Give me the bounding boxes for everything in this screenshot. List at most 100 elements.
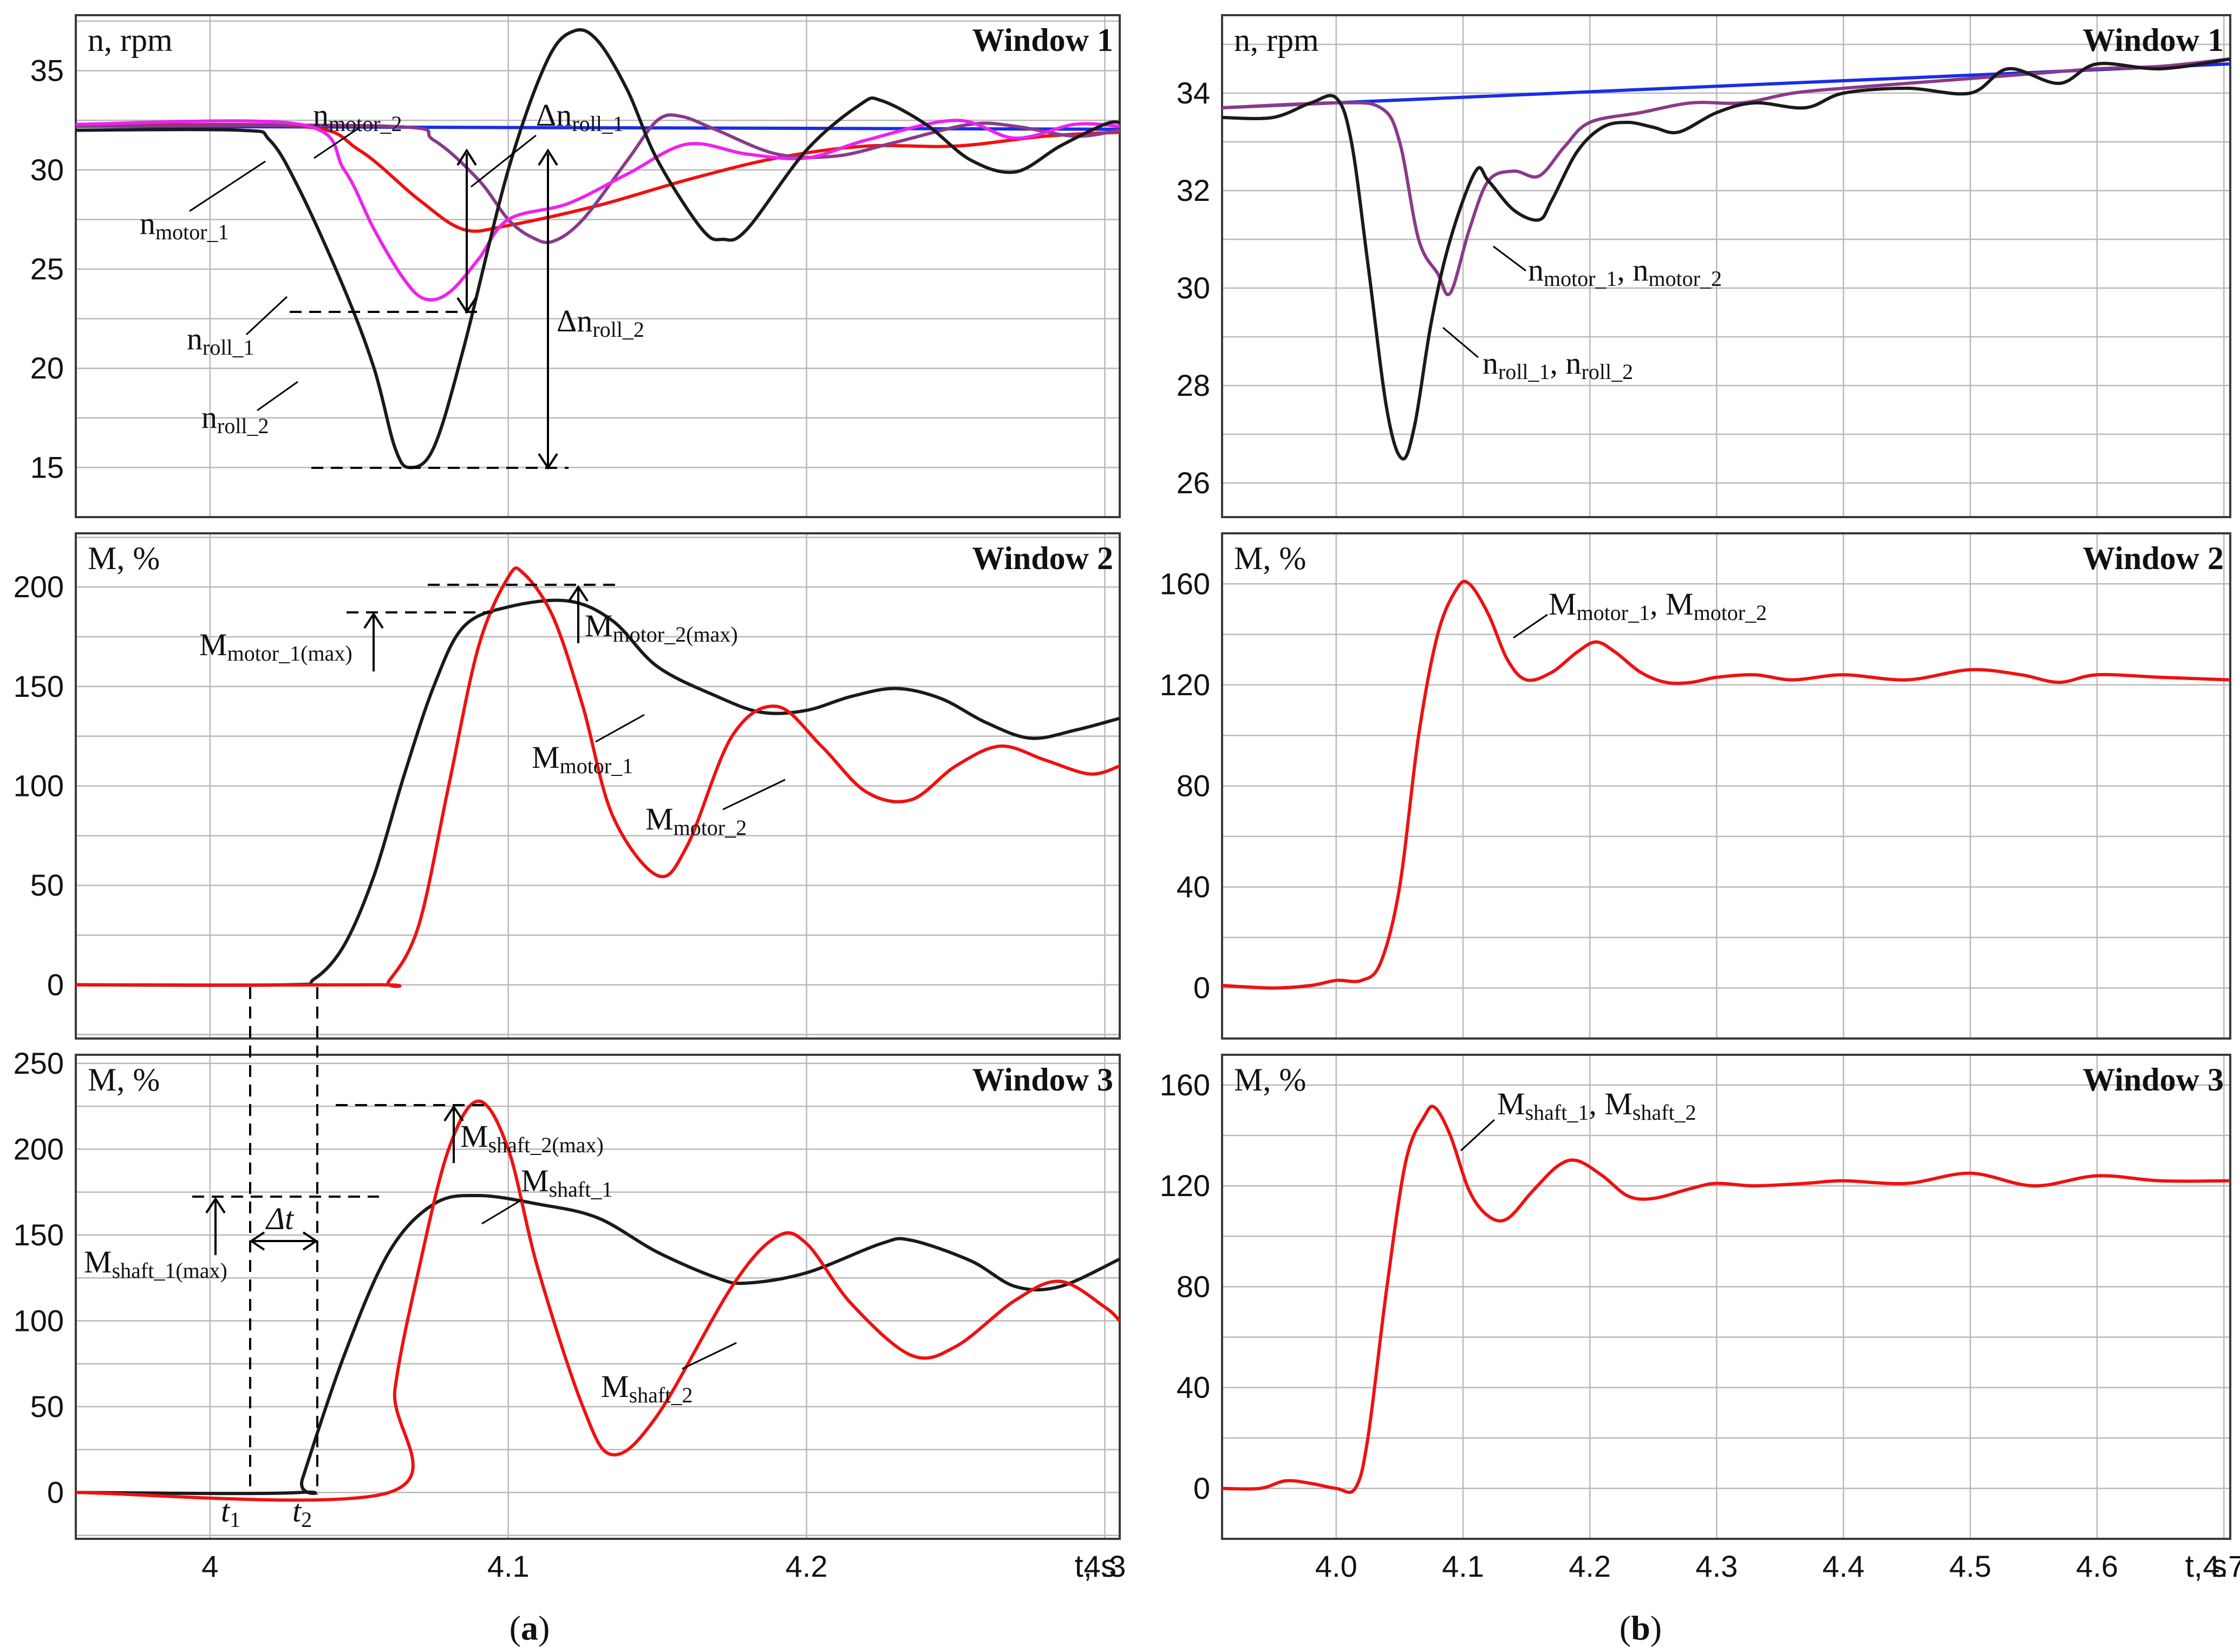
ytick-label: 200 (14, 570, 64, 604)
xtick-label: 4.4 (1823, 1549, 1865, 1583)
label-b-nmotor: nmotor_1, nmotor_2 (1528, 252, 1722, 291)
ytick-label: 250 (14, 1046, 64, 1080)
xtick-label: 4.5 (1949, 1549, 1991, 1583)
xtick-label: 4.2 (786, 1549, 828, 1583)
ytick-label: 100 (14, 1303, 64, 1337)
ytick-label: 160 (1160, 1068, 1210, 1102)
plot-frame (1221, 14, 2231, 518)
label-dt: Δt (265, 1201, 295, 1236)
label-b-mmotor: Mmotor_1, Mmotor_2 (1549, 586, 1767, 625)
chart-a3: 0 50 100 150 200 250 4 4.1 4.2 4.3 Window 3 M, % t, … (14, 1046, 1126, 1584)
label-t1: t1 (221, 1493, 240, 1532)
leader-mshaft1 (481, 1198, 523, 1225)
y-axis-label: n, rpm (88, 22, 173, 58)
ytick-label: 0 (1193, 1471, 1210, 1505)
xtick-label: 4.7 (2203, 1549, 2240, 1583)
y-axis-label: M, % (1234, 540, 1306, 576)
plot-frame (75, 14, 1121, 518)
arrow-mshaft2-max (443, 1105, 464, 1163)
ytick-label: 50 (30, 1389, 64, 1424)
plot-frame (1221, 1054, 2231, 1540)
ytick-label: 200 (14, 1132, 64, 1166)
annotations-a1: nmotor_2 nmotor_1 nroll_1 nroll_2 Δnroll… (140, 97, 644, 470)
ytick-label: 0 (47, 968, 64, 1002)
arrow-dnroll1 (456, 148, 477, 314)
x-axis-label: t, s (2185, 1549, 2227, 1584)
xtick-label: 4.1 (487, 1549, 530, 1583)
annotations-b2: Mmotor_1, Mmotor_2 (1513, 586, 1767, 639)
ytick-label: 32 (1177, 173, 1210, 207)
label-b-mshaft: Mshaft_1, Mshaft_2 (1497, 1086, 1696, 1125)
plot-frame (75, 1054, 1121, 1540)
ytick-label: 30 (30, 153, 64, 187)
annotations-b3: Mshaft_1, Mshaft_2 (1460, 1086, 1696, 1152)
xtick-label: 4 (201, 1549, 218, 1583)
series-m-shaft-1-m-shaft-2 (1222, 1105, 2231, 1494)
ytick-label: 0 (1193, 971, 1210, 1005)
ytick-label: 20 (30, 351, 64, 385)
label-nmotor1: nmotor_1 (140, 206, 229, 244)
leader-b-mshaft (1460, 1119, 1495, 1152)
label-dnroll1: Δnroll_1 (536, 97, 624, 136)
annotations-a3: Mshaft_2(max) Mshaft_1 Mshaft_1(max) Δt … (84, 987, 737, 1532)
series-m-shaft-2 (75, 1099, 1121, 1502)
leader-mshaft2 (682, 1342, 737, 1370)
leader-nmotor1 (189, 160, 266, 212)
label-mshaft1-max: Mshaft_1(max) (84, 1244, 227, 1283)
leader-nmotor2 (314, 126, 361, 159)
series-m-motor-1-m-motor-2 (1222, 579, 2231, 990)
xtick-label: 4.0 (1315, 1549, 1357, 1583)
label-mshaft2: Mshaft_2 (601, 1369, 693, 1407)
y-axis-label: M, % (1234, 1062, 1306, 1098)
ytick-label: 80 (1177, 769, 1210, 803)
label-nroll2: nroll_2 (201, 400, 269, 438)
caption-a: (a) (510, 1609, 550, 1647)
ytick-label: 150 (14, 1218, 64, 1252)
chart-b3: 0 40 80 120 160 4.0 4.1 4.2 4.3 4.4 4.5 4.6 4.7 Windo… (1160, 1054, 2240, 1584)
ytick-label: 150 (14, 669, 64, 703)
ytick-label: 25 (30, 252, 64, 286)
label-nroll1: nroll_1 (187, 321, 254, 360)
window-title: Window 1 (972, 22, 1113, 58)
window-title: Window 2 (972, 540, 1113, 576)
arrow-dnroll2 (538, 148, 558, 470)
label-mmotor1-max: Mmotor_1(max) (199, 627, 352, 665)
label-mmotor2: Mmotor_2 (645, 801, 747, 840)
leader-b-nmotor (1493, 245, 1526, 272)
series-n-roll-1 (75, 119, 1120, 302)
series-n-motor-1 (75, 122, 1120, 233)
series-n-motor-1-n-motor-2 (1222, 57, 2231, 296)
label-t2: t2 (292, 1493, 312, 1532)
leader-b-mmotor (1513, 613, 1548, 639)
arrow-mshaft1-max (205, 1197, 226, 1255)
chart-b1: 26 28 30 32 34 Window 1 n, rpm (1177, 14, 2231, 518)
plot-frame (75, 532, 1121, 1040)
window-title: Window 3 (972, 1062, 1113, 1098)
plot-panels: 15 20 25 30 35 Window 1 n, rpm 0 50 100 150 200 Wind… (14, 14, 2240, 1584)
chart-b2: 0 40 80 120 160 Window 2 M, % (1160, 532, 2231, 1040)
label-mshaft2-max: Mshaft_2(max) (460, 1119, 604, 1157)
ytick-label: 40 (1177, 1370, 1210, 1405)
caption-b: (b) (1619, 1609, 1662, 1647)
ytick-label: 50 (30, 868, 64, 902)
series-n-roll-2 (75, 28, 1120, 469)
leader-dnroll1 (471, 134, 537, 188)
x-axis-label: t, s (1075, 1549, 1116, 1584)
y-axis-label: n, rpm (1234, 22, 1319, 58)
xtick-label: 4.3 (1084, 1549, 1126, 1583)
ytick-label: 40 (1177, 870, 1210, 904)
arrow-mmotor1-max (363, 612, 384, 671)
ytick-label: 0 (47, 1475, 64, 1509)
ytick-label: 160 (1160, 566, 1210, 600)
y-axis-label: M, % (88, 540, 160, 576)
ytick-label: 28 (1177, 368, 1210, 402)
chart-a1: 15 20 25 30 35 Window 1 n, rpm (30, 14, 1121, 518)
plot-frame (1221, 532, 2231, 1040)
series-n-motor-2 (75, 113, 1120, 244)
xtick-label: 4.3 (1696, 1549, 1738, 1583)
ytick-label: 26 (1177, 466, 1210, 500)
window-title: Window 1 (2082, 22, 2224, 58)
ytick-label: 15 (30, 450, 64, 484)
label-mshaft1: Mshaft_1 (521, 1163, 612, 1202)
xtick-label: 4.1 (1442, 1549, 1484, 1583)
